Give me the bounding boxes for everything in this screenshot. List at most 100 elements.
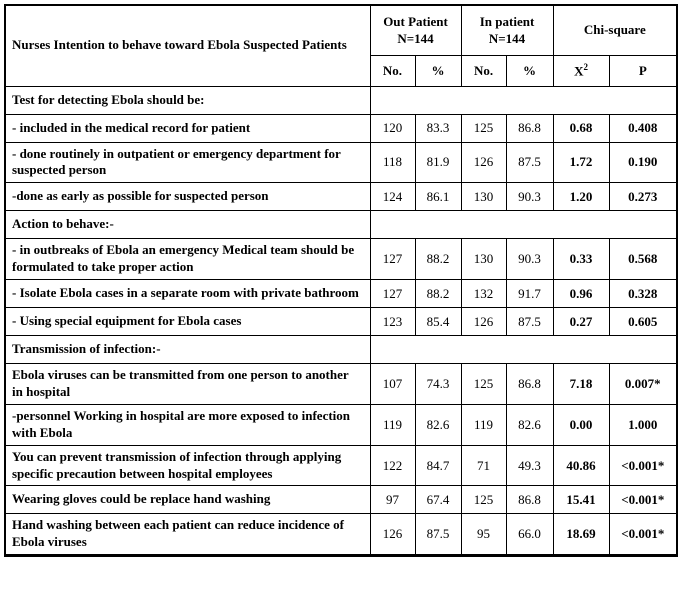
in-no-cell: 71: [460, 444, 507, 487]
col-header-in-pct: %: [505, 54, 554, 87]
ebola-intention-table: Nurses Intention to behave toward Ebola …: [4, 4, 679, 558]
in-pct-cell: 91.7: [505, 279, 554, 309]
section-label-cell: Transmission of infection:-: [4, 335, 371, 365]
table-body: Test for detecting Ebola should be: - in…: [4, 85, 678, 557]
in-no-cell: 125: [460, 363, 507, 405]
in-pct-cell: 90.3: [505, 182, 554, 212]
out-no-cell: 118: [369, 141, 416, 184]
p-value-cell: 0.190: [608, 141, 678, 184]
col-header-out-no: No.: [369, 54, 416, 87]
col-header-p: P: [608, 54, 678, 87]
table-header: Nurses Intention to behave toward Ebola …: [4, 4, 678, 87]
out-no-cell: 97: [369, 485, 416, 515]
table-title: Nurses Intention to behave toward Ebola …: [4, 4, 371, 87]
table-row: Ebola viruses can be transmitted from on…: [4, 363, 678, 405]
column-group-out-patient: Out Patient N=144: [369, 4, 462, 56]
table-row: -done as early as possible for suspected…: [4, 182, 678, 212]
chi-square-x2-cell: 1.72: [552, 141, 610, 184]
table-row: - done routinely in outpatient or emerge…: [4, 141, 678, 184]
p-value-cell: <0.001*: [608, 513, 678, 557]
out-pct-cell: 86.1: [414, 182, 462, 212]
chi-square-x2-cell: 0.27: [552, 307, 610, 337]
out-no-cell: 122: [369, 444, 416, 487]
col-header-out-pct: %: [414, 54, 462, 87]
section-empty-cell: [369, 335, 678, 365]
out-no-cell: 119: [369, 403, 416, 446]
in-patient-label: In patient: [479, 13, 535, 29]
p-value-cell: <0.001*: [608, 444, 678, 487]
out-pct-cell: 81.9: [414, 141, 462, 184]
table-row: - Isolate Ebola cases in a separate room…: [4, 279, 678, 309]
out-no-cell: 127: [369, 279, 416, 309]
p-value-cell: <0.001*: [608, 485, 678, 515]
row-label-cell: - Using special equipment for Ebola case…: [4, 307, 371, 337]
out-pct-cell: 83.3: [414, 113, 462, 143]
chi-square-x2-cell: 15.41: [552, 485, 610, 515]
row-label-cell: -personnel Working in hospital are more …: [4, 403, 371, 446]
header-group-row: Nurses Intention to behave toward Ebola …: [4, 4, 678, 87]
col-header-x2: X2: [552, 54, 610, 87]
p-value-cell: 0.273: [608, 182, 678, 212]
out-pct-cell: 67.4: [414, 485, 462, 515]
row-label-cell: You can prevent transmission of infectio…: [4, 444, 371, 487]
table-row: -personnel Working in hospital are more …: [4, 403, 678, 446]
in-pct-cell: 90.3: [505, 238, 554, 281]
section-row: Test for detecting Ebola should be:: [4, 85, 678, 115]
out-pct-cell: 85.4: [414, 307, 462, 337]
out-no-cell: 127: [369, 238, 416, 281]
chi-square-x2-cell: 0.68: [552, 113, 610, 143]
chi-square-x2-cell: 0.00: [552, 403, 610, 446]
col-header-in-no: No.: [460, 54, 507, 87]
out-pct-cell: 88.2: [414, 238, 462, 281]
chi-square-x2-cell: 1.20: [552, 182, 610, 212]
in-no-cell: 119: [460, 403, 507, 446]
in-no-cell: 132: [460, 279, 507, 309]
chi-square-x2-cell: 0.96: [552, 279, 610, 309]
in-no-cell: 95: [460, 513, 507, 557]
section-label-cell: Action to behave:-: [4, 210, 371, 240]
chi-square-x2-cell: 40.86: [552, 444, 610, 487]
out-no-cell: 124: [369, 182, 416, 212]
p-value-cell: 0.605: [608, 307, 678, 337]
section-label-cell: Test for detecting Ebola should be:: [4, 85, 371, 115]
p-value-cell: 1.000: [608, 403, 678, 446]
in-pct-cell: 49.3: [505, 444, 554, 487]
p-value-cell: 0.408: [608, 113, 678, 143]
out-pct-cell: 74.3: [414, 363, 462, 405]
row-label-cell: - included in the medical record for pat…: [4, 113, 371, 143]
x2-superscript: 2: [583, 62, 588, 73]
row-label-cell: Hand washing between each patient can re…: [4, 513, 371, 557]
chi-square-x2-cell: 7.18: [552, 363, 610, 405]
in-pct-cell: 66.0: [505, 513, 554, 557]
row-label-cell: - Isolate Ebola cases in a separate room…: [4, 279, 371, 309]
out-no-cell: 126: [369, 513, 416, 557]
section-row: Transmission of infection:-: [4, 335, 678, 365]
chi-square-x2-cell: 18.69: [552, 513, 610, 557]
out-patient-n: N=144: [397, 31, 434, 47]
in-pct-cell: 82.6: [505, 403, 554, 446]
in-no-cell: 126: [460, 141, 507, 184]
out-pct-cell: 84.7: [414, 444, 462, 487]
row-label-cell: Ebola viruses can be transmitted from on…: [4, 363, 371, 405]
out-no-cell: 107: [369, 363, 416, 405]
in-no-cell: 126: [460, 307, 507, 337]
section-empty-cell: [369, 210, 678, 240]
out-no-cell: 120: [369, 113, 416, 143]
in-pct-cell: 86.8: [505, 363, 554, 405]
table-row: - included in the medical record for pat…: [4, 113, 678, 143]
out-pct-cell: 87.5: [414, 513, 462, 557]
out-no-cell: 123: [369, 307, 416, 337]
section-empty-cell: [369, 85, 678, 115]
row-label-cell: Wearing gloves could be replace hand was…: [4, 485, 371, 515]
in-no-cell: 130: [460, 238, 507, 281]
out-pct-cell: 88.2: [414, 279, 462, 309]
out-pct-cell: 82.6: [414, 403, 462, 446]
row-label-cell: -done as early as possible for suspected…: [4, 182, 371, 212]
table-row: You can prevent transmission of infectio…: [4, 444, 678, 487]
table-row: Hand washing between each patient can re…: [4, 513, 678, 557]
page: Nurses Intention to behave toward Ebola …: [4, 4, 679, 558]
header-sub-row: No. % No. % X2 P: [5, 54, 678, 87]
in-no-cell: 125: [460, 485, 507, 515]
p-value-cell: 0.007*: [608, 363, 678, 405]
table-row: Wearing gloves could be replace hand was…: [4, 485, 678, 515]
